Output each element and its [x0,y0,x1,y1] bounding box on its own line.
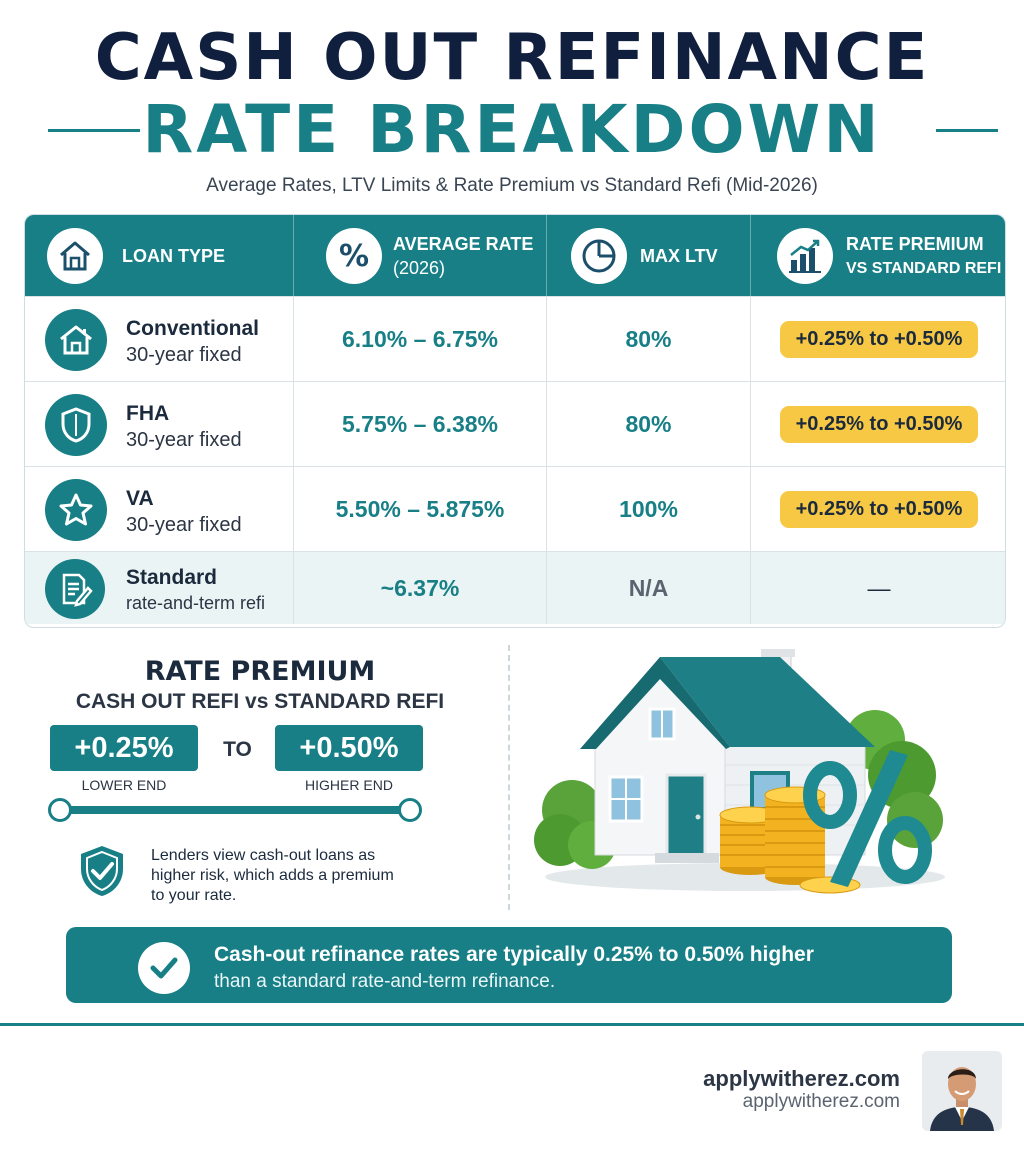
table-row: Standard rate-and-term refi ~6.37% N/A — [25,551,1005,624]
house-coins-illustration [530,645,960,905]
shield-check-icon [76,843,128,899]
average-rate-value: 5.75% – 6.38% [341,410,498,437]
page-subtitle: Average Rates, LTV Limits & Rate Premium… [206,175,818,196]
page-title-line-2: RATE BREAKDOWN [142,91,882,168]
high-premium-value: +0.50% [275,725,423,771]
header-rate-premium: RATE PREMIUM VS STANDARD REFI [750,215,1005,296]
to-label: TO [223,738,252,761]
premium-range-bar [58,806,413,814]
table-row: Conventional 30-year fixed 6.10% – 6.75%… [25,296,1005,381]
table-row: FHA 30-year fixed 5.75% – 6.38% 80% +0.2… [25,381,1005,466]
brand-url[interactable]: applywitherez.com [742,1091,900,1112]
low-premium-value: +0.25% [50,725,198,771]
average-rate-value: ~6.37% [380,574,460,601]
rate-premium-panel: RATE PREMIUM CASH OUT REFI vs STANDARD R… [40,650,480,910]
rate-premium-badge: +0.25% to +0.50% [779,405,979,443]
loan-name: Standard [126,566,218,589]
title-line-2-row: RATE BREAKDOWN [0,92,1024,168]
header-rate-premium-sub: VS STANDARD REFI [846,260,1002,277]
rate-premium-badge: +0.25% to +0.50% [779,320,979,358]
average-rate-value: 5.50% – 5.875% [335,495,505,522]
range-start-knob [48,798,72,822]
left-title-rule [48,129,140,132]
star-icon [45,479,107,541]
document-pen-icon [45,559,105,619]
high-premium-label: HIGHER END [305,777,393,793]
rate-premium-title: RATE PREMIUM [144,656,376,687]
table-header: LOAN TYPE % AVERAGE RATE (2026) MAX LTV … [25,215,1005,296]
footer-divider [0,1023,1024,1026]
header-max-ltv-label: MAX LTV [640,246,718,266]
loan-term: 30-year fixed [126,514,242,536]
risk-note: Lenders view cash-out loans as higher ri… [151,847,394,904]
rate-table: LOAN TYPE % AVERAGE RATE (2026) MAX LTV … [24,214,1006,628]
loan-term: 30-year fixed [126,344,242,366]
header-rate-premium-label: RATE PREMIUM [846,234,984,254]
table-row: VA 30-year fixed 5.50% – 5.875% 100% +0.… [25,466,1005,551]
summary-line-1: Cash-out refinance rates are typically 0… [214,943,814,966]
max-ltv-value: 100% [619,495,678,522]
max-ltv-value: 80% [625,325,672,352]
low-premium-label: LOWER END [81,777,167,793]
max-ltv-value: 80% [625,410,672,437]
summary-banner: Cash-out refinance rates are typically 0… [66,927,952,1003]
section-divider [508,645,510,910]
summary-line-2: than a standard rate-and-term refinance. [214,971,556,992]
header-loan-type: LOAN TYPE [25,215,293,296]
rate-premium-badge: +0.25% to +0.50% [779,490,979,528]
home-icon [47,228,103,284]
header-max-ltv: MAX LTV [546,215,750,296]
rate-premium-subtitle: CASH OUT REFI vs STANDARD REFI [75,690,445,713]
header-average-rate-label: AVERAGE RATE [393,234,534,254]
average-rate-value: 6.10% – 6.75% [341,325,498,352]
loan-term: 30-year fixed [126,429,242,451]
check-icon [138,942,190,994]
range-end-knob [398,798,422,822]
pie-chart-icon [571,228,627,284]
shield-icon [45,394,107,456]
brand-name[interactable]: applywitherez.com [703,1066,900,1091]
loan-term: rate-and-term refi [126,593,266,613]
house-icon [45,309,107,371]
loan-name: FHA [126,402,170,425]
page-title: CASH OUT REFINANCE [94,21,930,95]
loan-name: VA [126,487,154,510]
header-average-rate-sub: (2026) [393,258,446,278]
header-average-rate: % AVERAGE RATE (2026) [293,215,546,296]
right-title-rule [936,129,998,132]
percent-icon: % [326,228,382,284]
max-ltv-value: N/A [628,574,669,601]
avatar [922,1051,1002,1131]
rate-premium-value: — [867,574,891,601]
header-loan-type-label: LOAN TYPE [122,246,226,266]
loan-name: Conventional [126,317,260,340]
bar-chart-icon [777,228,833,284]
